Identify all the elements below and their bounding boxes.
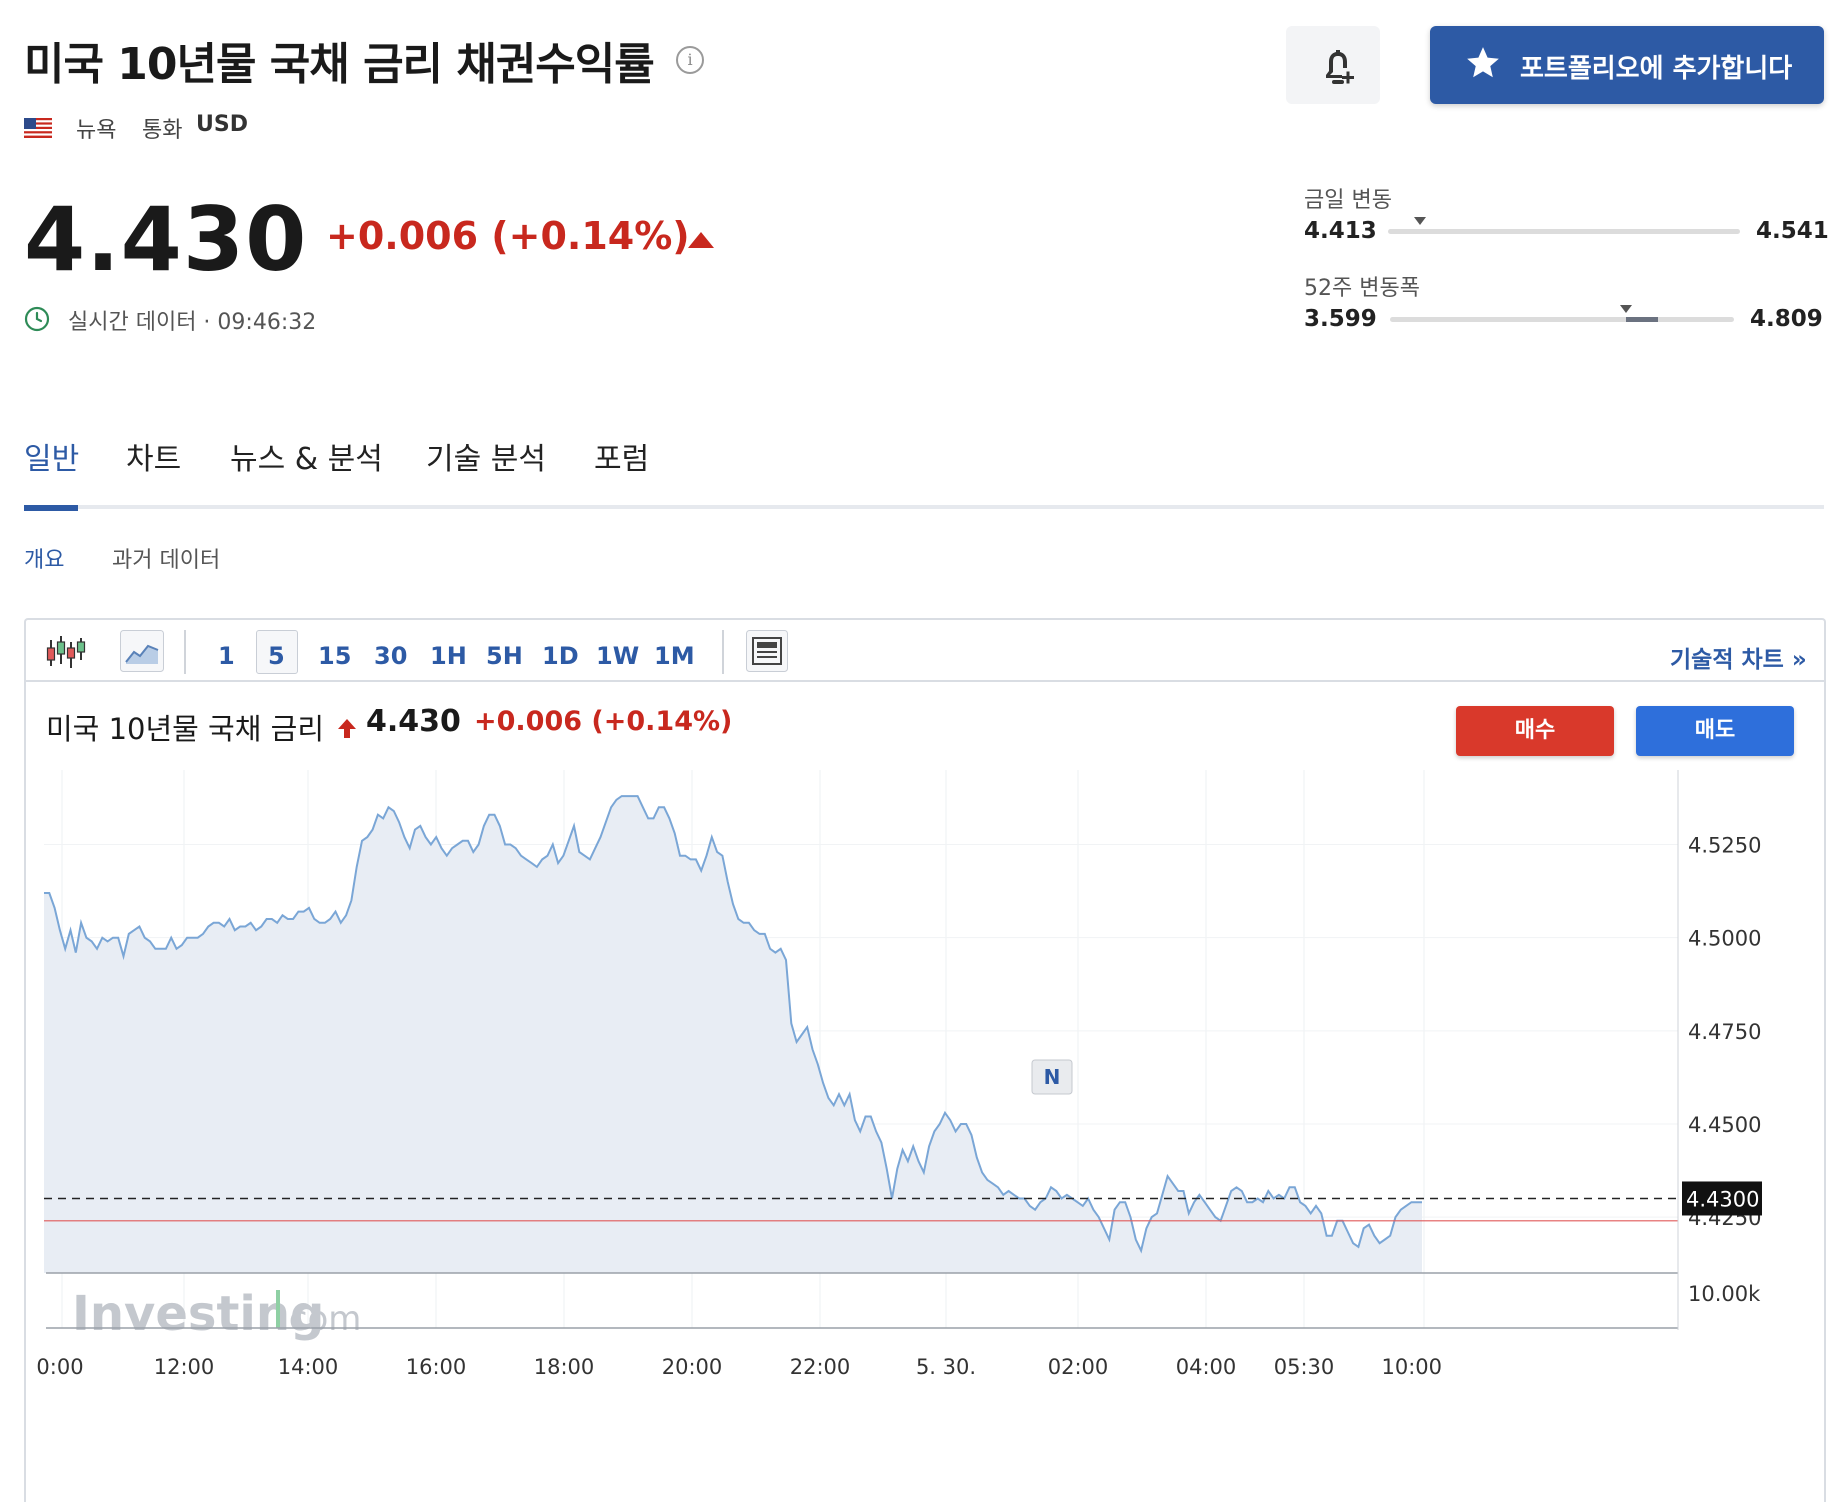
- news-marker-box: [1031, 1059, 1073, 1095]
- x-axis-labels: 0:00 12:00 14:00 16:00 18:00 20:00 22:00 5. 30.…: [36, 1355, 1442, 1379]
- subtab-historical-data[interactable]: 과거 데이터: [112, 548, 221, 573]
- realtime-timestamp: 실시간 데이터 · 09:46:32: [68, 310, 317, 335]
- candlestick-chart-icon[interactable]: [46, 634, 86, 670]
- timeframe-1d[interactable]: 1D: [542, 642, 579, 670]
- toolbar-separator: [722, 630, 724, 674]
- news-marker-label: N: [1044, 1065, 1061, 1089]
- timeframe-15[interactable]: 15: [318, 642, 352, 670]
- toolbar-separator: [184, 630, 186, 674]
- news-marker[interactable]: N: [1031, 1059, 1073, 1095]
- timeframe-1w[interactable]: 1W: [596, 642, 640, 670]
- exchange-name: 뉴욕: [76, 118, 117, 143]
- watermark: Investing: [72, 1286, 324, 1342]
- up-arrow-icon: [688, 232, 714, 248]
- active-tab-indicator: [24, 505, 78, 511]
- currency-value: USD: [196, 112, 248, 137]
- timeframe-5h[interactable]: 5H: [486, 642, 523, 670]
- y-tick-label: 4.4500: [1688, 1113, 1761, 1137]
- price-line: [44, 795, 1422, 1254]
- day-range-high: 4.541: [1756, 218, 1829, 244]
- x-tick-label: 16:00: [406, 1355, 467, 1379]
- current-price-box: [1682, 1181, 1762, 1216]
- x-tick-label: 14:00: [278, 1355, 339, 1379]
- watermark-suffix: .com: [278, 1299, 361, 1339]
- chart-price: 4.430: [366, 704, 461, 739]
- up-arrow-icon: [338, 719, 356, 738]
- y-tick-label: 4.5000: [1688, 927, 1761, 951]
- tab-chart[interactable]: 차트: [126, 442, 182, 477]
- x-tick-label: 18:00: [534, 1355, 595, 1379]
- currency-label: 통화: [142, 118, 183, 143]
- tab-general[interactable]: 일반: [24, 442, 80, 477]
- week52-range-fill: [1625, 317, 1658, 322]
- us-flag-icon: [24, 118, 52, 138]
- week52-range-label: 52주 변동폭: [1304, 276, 1420, 301]
- day-range-bar: [1388, 217, 1740, 234]
- day-range-label: 금일 변동: [1304, 188, 1392, 213]
- x-tick-label: 20:00: [662, 1355, 723, 1379]
- x-tick-label: 5. 30.: [916, 1355, 976, 1379]
- y-tick-label: 4.5250: [1688, 834, 1761, 858]
- price-area: [44, 796, 1422, 1273]
- week52-range-high: 4.809: [1750, 306, 1823, 332]
- add-to-portfolio-button[interactable]: 포트폴리오에 추가합니다: [1430, 26, 1824, 104]
- clock-icon: [24, 306, 50, 332]
- timeframe-1m[interactable]: 1M: [654, 642, 695, 670]
- last-price: 4.430: [24, 188, 308, 291]
- y-tick-label: 4.4750: [1688, 1020, 1761, 1044]
- buy-button[interactable]: 매수: [1456, 706, 1614, 756]
- info-icon[interactable]: i: [676, 46, 704, 74]
- chart-change: +0.006 (+0.14%): [474, 706, 733, 737]
- news-panel-icon[interactable]: [746, 630, 788, 672]
- technical-chart-link[interactable]: 기술적 차트 »: [1670, 647, 1807, 673]
- tab-technical-analysis[interactable]: 기술 분석: [426, 442, 546, 477]
- chart-widget: 1 5 15 30 1H 5H 1D 1W 1M 기술적 차트 » 미국 10년…: [24, 618, 1826, 1502]
- toolbar-divider: [26, 680, 1824, 682]
- sell-button[interactable]: 매도: [1636, 706, 1794, 756]
- chart-instrument-name: 미국 10년물 국채 금리: [46, 712, 324, 746]
- tab-news-analysis[interactable]: 뉴스 & 분석: [230, 442, 383, 477]
- timeframe-1[interactable]: 1: [218, 642, 235, 670]
- tabs-divider: [24, 505, 1824, 509]
- portfolio-button-label: 포트폴리오에 추가합니다: [1520, 54, 1793, 84]
- x-tick-label: 0:00: [36, 1355, 83, 1379]
- star-icon: [1467, 47, 1499, 78]
- price-change: +0.006 (+0.14%): [326, 214, 690, 258]
- tab-forum[interactable]: 포럼: [594, 442, 650, 477]
- x-tick-label: 04:00: [1176, 1355, 1237, 1379]
- current-price-label: 4.4300: [1686, 1187, 1759, 1211]
- volume-bar: [276, 1290, 280, 1328]
- add-alert-button[interactable]: [1286, 26, 1380, 104]
- area-chart-icon[interactable]: [120, 630, 164, 672]
- x-tick-label: 12:00: [154, 1355, 215, 1379]
- selected-timeframe-box: [256, 630, 298, 674]
- x-tick-label: 22:00: [790, 1355, 851, 1379]
- x-tick-label: 02:00: [1048, 1355, 1109, 1379]
- timeframe-30[interactable]: 30: [374, 642, 408, 670]
- day-range-marker: [1413, 217, 1426, 225]
- volume-axis-label: 10.00k: [1688, 1282, 1761, 1306]
- week52-range-bar: [1390, 305, 1734, 322]
- timeframe-1h[interactable]: 1H: [430, 642, 467, 670]
- x-tick-label: 05:30: [1274, 1355, 1335, 1379]
- timeframe-5[interactable]: 5: [268, 642, 285, 670]
- week52-range-marker: [1619, 305, 1632, 313]
- day-range-low: 4.413: [1304, 218, 1377, 244]
- page-title: 미국 10년물 국채 금리 채권수익률: [24, 39, 655, 90]
- subtab-overview[interactable]: 개요: [24, 548, 65, 573]
- bell-plus-icon: [1326, 50, 1354, 84]
- price-chart[interactable]: Investing .com 4.5250 4.5000 4.4750 4.4500 4…: [26, 770, 1824, 1502]
- x-tick-label: 10:00: [1381, 1355, 1442, 1379]
- week52-range-low: 3.599: [1304, 306, 1377, 332]
